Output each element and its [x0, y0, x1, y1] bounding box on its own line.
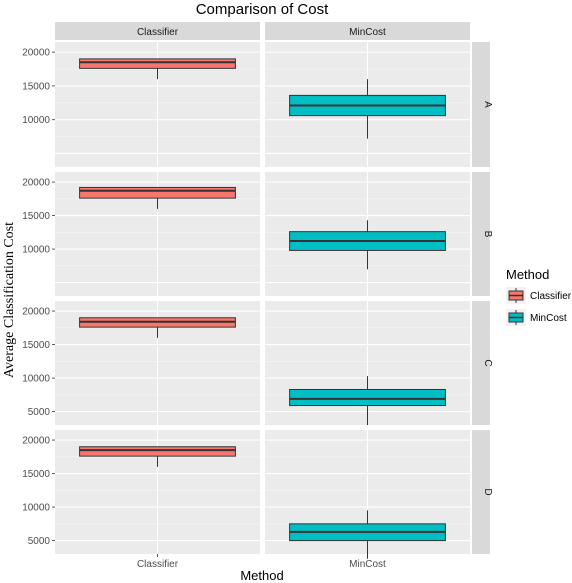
y-tick-label: 20000 [22, 436, 50, 447]
y-tick-label: 10000 [22, 245, 50, 256]
facet-strip [265, 22, 470, 40]
x-axis-title: Method [240, 568, 283, 583]
legend: Method Classifier MinCost [506, 267, 572, 326]
y-tick-label: 5000 [28, 407, 51, 418]
box-mincost [289, 388, 446, 407]
facet-strip-label: B [482, 231, 493, 238]
box-classifier [79, 58, 236, 69]
legend-title: Method [506, 267, 549, 282]
facet-strip [55, 22, 260, 40]
legend-label: Classifier [530, 291, 572, 302]
y-tick-label: 10000 [22, 115, 50, 126]
x-tick-label: Classifier [137, 559, 179, 570]
facet-strip-label: D [482, 488, 493, 495]
y-tick-label: 20000 [22, 48, 50, 59]
facet-strip-label: C [482, 359, 493, 366]
y-axis-title: Average Classification Cost [2, 222, 17, 378]
y-tick-label: 10000 [22, 503, 50, 514]
facet-strip [472, 42, 490, 167]
facet-strip-label: MinCost [349, 27, 386, 38]
facet-strip [472, 430, 490, 554]
plot-area: Classifier MinCost A 10000 15000 20000 B 10000 1… [22, 22, 493, 570]
y-tick-label: 5000 [28, 536, 51, 547]
y-tick-label: 10000 [22, 374, 50, 385]
y-tick-label: 15000 [22, 469, 50, 480]
y-tick-label: 15000 [22, 211, 50, 222]
box-classifier [79, 186, 236, 199]
y-tick-label: 20000 [22, 178, 50, 189]
facet-strip-label: Classifier [137, 27, 179, 38]
y-tick-label: 15000 [22, 81, 50, 92]
facet-strip-label: A [482, 101, 493, 108]
facet-strip [472, 172, 490, 296]
y-tick-label: 20000 [22, 307, 50, 318]
legend-label: MinCost [530, 313, 567, 324]
box-classifier [79, 446, 236, 457]
facet-strip [472, 301, 490, 425]
y-tick-label: 15000 [22, 340, 50, 351]
chart-title: Comparison of Cost [196, 1, 329, 18]
x-tick-label: MinCost [349, 559, 386, 570]
